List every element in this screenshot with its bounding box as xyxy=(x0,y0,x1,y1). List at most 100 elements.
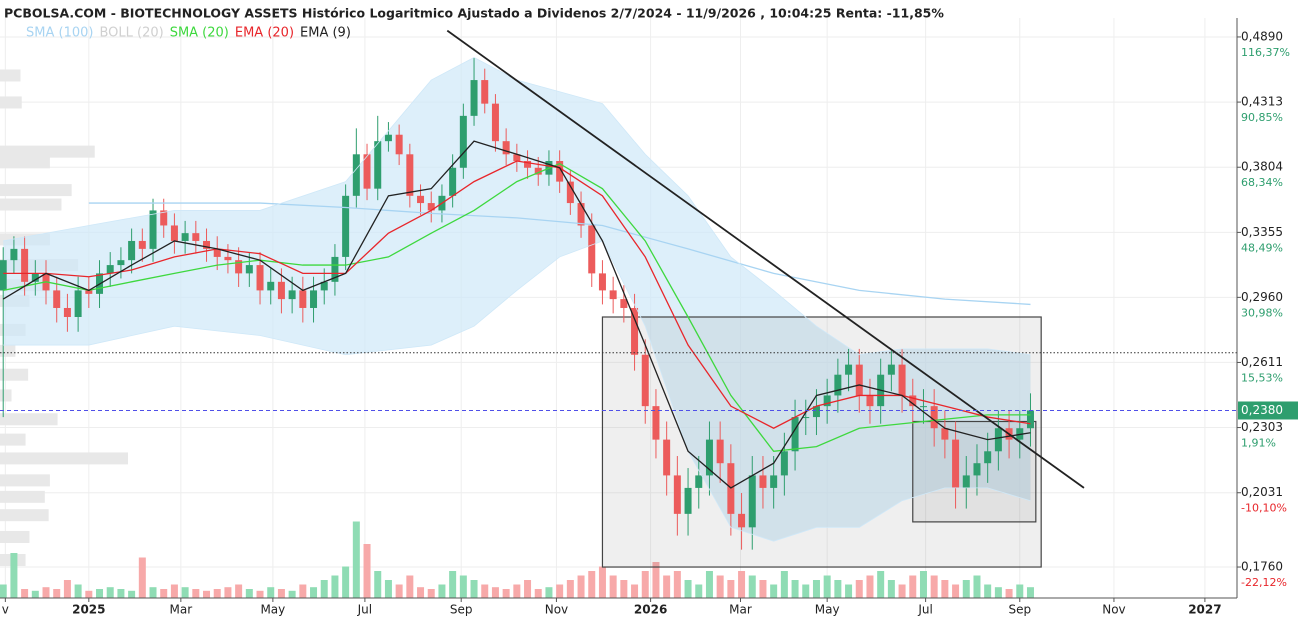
volume-bar xyxy=(170,584,178,598)
candle-body xyxy=(170,225,178,241)
volume-bar xyxy=(524,580,532,598)
volume-bar xyxy=(363,544,371,598)
volume-bar xyxy=(705,571,713,598)
candle-body xyxy=(299,290,307,308)
volume-bar xyxy=(470,580,478,598)
volume-bar xyxy=(438,584,446,598)
candle-body xyxy=(534,167,542,175)
candle-body xyxy=(866,395,874,407)
volume-bar xyxy=(117,589,125,598)
candle-body xyxy=(588,225,596,274)
volume-bar xyxy=(845,584,853,598)
candle-body xyxy=(652,406,660,440)
volume-bar xyxy=(406,575,414,598)
volume-bar xyxy=(866,575,874,598)
candle-body xyxy=(695,475,703,488)
candle-body xyxy=(331,256,339,282)
candle-body xyxy=(909,395,917,407)
candle-body xyxy=(684,487,692,514)
volume-bar xyxy=(245,589,253,598)
volume-profile-bar xyxy=(0,69,21,82)
candle-body xyxy=(705,439,713,476)
volume-bar xyxy=(459,575,467,598)
candle-body xyxy=(524,160,532,168)
candle-body xyxy=(417,195,425,204)
candle-body xyxy=(181,233,189,241)
candle-body xyxy=(845,364,853,375)
candle-body xyxy=(459,115,467,168)
volume-profile-bar xyxy=(0,452,128,465)
volume-bar xyxy=(21,589,29,598)
legend-label: SMA (20) xyxy=(170,26,229,41)
candle-body xyxy=(224,256,232,261)
legend-label: BOLL (20) xyxy=(99,26,163,41)
y-tick-label: 0,3804 xyxy=(1241,160,1283,174)
candle-body xyxy=(406,154,414,196)
candle-body xyxy=(63,307,71,318)
candle-body xyxy=(962,475,970,488)
volume-bar xyxy=(962,580,970,598)
volume-bar xyxy=(834,580,842,598)
legend-label: SMA (100) xyxy=(26,26,93,41)
candle-body xyxy=(74,290,82,318)
volume-profile-bar xyxy=(0,530,30,543)
price-label-box xyxy=(1238,401,1298,420)
volume-bar xyxy=(887,580,895,598)
volume-bar xyxy=(941,580,949,598)
volume-bar xyxy=(909,575,917,598)
candle-body xyxy=(149,210,157,249)
volume-profile-bar xyxy=(0,509,49,522)
y-tick-change: 90,85% xyxy=(1241,111,1283,124)
price-label: 0,2380 xyxy=(1241,403,1283,417)
candle-body xyxy=(577,203,585,226)
volume-profile-bar xyxy=(0,156,50,169)
candle-body xyxy=(994,428,1002,452)
candle-body xyxy=(0,260,7,291)
volume-bar xyxy=(213,589,221,598)
volume-bar xyxy=(534,589,542,598)
volume-bar xyxy=(0,584,7,598)
candle-body xyxy=(556,160,564,182)
volume-profile-bar xyxy=(0,198,62,211)
volume-bar xyxy=(631,584,639,598)
y-tick-change: 15,53% xyxy=(1241,371,1283,384)
indicator-line xyxy=(2,140,1031,489)
volume-bar xyxy=(855,580,863,598)
volume-bar xyxy=(684,580,692,598)
bollinger-band xyxy=(3,57,1031,542)
candle-body xyxy=(973,463,981,476)
candle-body xyxy=(491,103,499,142)
volume-bar xyxy=(149,587,157,598)
range-box xyxy=(601,316,1042,568)
volume-bar xyxy=(138,557,146,598)
candle-body xyxy=(502,141,510,155)
candle-body xyxy=(1026,410,1034,429)
volume-bar xyxy=(342,566,350,598)
candle-body xyxy=(342,195,350,257)
candle-body xyxy=(395,134,403,155)
candle-body xyxy=(941,428,949,440)
volume-bar xyxy=(449,571,457,598)
volume-bar xyxy=(288,590,296,598)
volume-bar xyxy=(556,584,564,598)
volume-bar xyxy=(877,571,885,598)
candle-body xyxy=(930,406,938,429)
volume-profile-bar xyxy=(0,474,50,487)
volume-bar xyxy=(106,587,114,598)
volume-bar xyxy=(984,584,992,598)
volume-bar xyxy=(1016,584,1024,598)
volume-bar xyxy=(384,580,392,598)
candle-body xyxy=(984,451,992,464)
volume-bar xyxy=(759,580,767,598)
band-upper xyxy=(3,57,1031,356)
candle-body xyxy=(780,451,788,476)
candle-body xyxy=(823,395,831,407)
candle-body xyxy=(770,475,778,488)
y-tick-label: 0,4890 xyxy=(1241,29,1283,43)
y-tick-change: 1,91% xyxy=(1241,437,1276,450)
candle-body xyxy=(288,290,296,300)
candle-body xyxy=(138,240,146,249)
chart-title: PCBOLSA.COM - BIOTECHNOLOGY ASSETS Histó… xyxy=(4,6,944,21)
volume-bar xyxy=(299,584,307,598)
volume-bar xyxy=(31,590,39,598)
